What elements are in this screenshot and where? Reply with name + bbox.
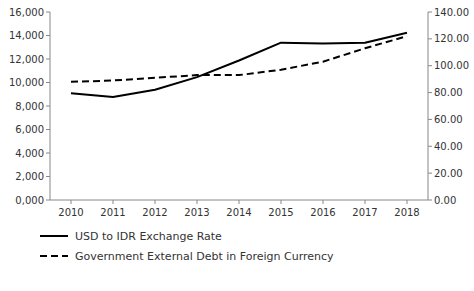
y-tick-label: 4,000 (15, 148, 44, 159)
y2-tick-label: 120.00 (434, 33, 469, 44)
x-tick-label: 2010 (58, 207, 83, 218)
y-tick (46, 153, 50, 154)
x-tick (71, 200, 72, 204)
x-tick-label: 2017 (352, 207, 377, 218)
y-tick (46, 82, 50, 83)
x-tick (113, 200, 114, 204)
x-tick (281, 200, 282, 204)
y-tick-label: 16,000 (9, 7, 44, 18)
y2-tick (428, 200, 432, 201)
y2-tick (428, 12, 432, 13)
y2-tick-label: 140.00 (434, 7, 469, 18)
y2-tick-label: 40.00 (434, 141, 463, 152)
legend-label: USD to IDR Exchange Rate (75, 230, 222, 243)
y2-tick (428, 65, 432, 66)
y2-tick-label: 0.00 (434, 195, 456, 206)
series-line (71, 33, 407, 97)
x-tick (155, 200, 156, 204)
y-tick-label: 2,000 (15, 171, 44, 182)
y2-tick (428, 119, 432, 120)
x-tick (239, 200, 240, 204)
y-tick (46, 200, 50, 201)
legend-label: Government External Debt in Foreign Curr… (75, 250, 334, 263)
y-tick (46, 106, 50, 107)
x-tick-label: 2015 (268, 207, 293, 218)
y2-tick (428, 146, 432, 147)
y-tick-label: 6,000 (15, 124, 44, 135)
x-tick-label: 2014 (226, 207, 251, 218)
y-tick-label: 12,000 (9, 54, 44, 65)
y-tick-label: 0,000 (15, 195, 44, 206)
x-tick-label: 2011 (100, 207, 125, 218)
y2-tick-label: 60.00 (434, 114, 463, 125)
y2-tick (428, 173, 432, 174)
legend-swatch (40, 255, 68, 257)
x-tick (197, 200, 198, 204)
x-tick-label: 2012 (142, 207, 167, 218)
y-tick (46, 59, 50, 60)
series-line (71, 36, 407, 82)
y-tick (46, 129, 50, 130)
y2-tick-label: 80.00 (434, 87, 463, 98)
y-tick-label: 8,000 (15, 101, 44, 112)
x-tick (323, 200, 324, 204)
x-tick (407, 200, 408, 204)
y2-tick (428, 92, 432, 93)
legend-swatch (40, 235, 68, 237)
y-tick (46, 35, 50, 36)
y2-tick-label: 100.00 (434, 60, 469, 71)
y-tick-label: 10,000 (9, 77, 44, 88)
x-tick-label: 2018 (394, 207, 419, 218)
y2-axis-line (428, 12, 429, 200)
plot-area (71, 33, 407, 97)
chart: 2010 2011 2012 2013 2014 2015 2016 2017 2018 0,00… (0, 0, 474, 291)
y-tick (46, 176, 50, 177)
x-tick (365, 200, 366, 204)
y2-tick (428, 38, 432, 39)
y-tick-label: 14,000 (9, 30, 44, 41)
y-tick (46, 12, 50, 13)
x-tick-label: 2016 (310, 207, 335, 218)
x-tick-label: 2013 (184, 207, 209, 218)
y2-tick-label: 20.00 (434, 168, 463, 179)
